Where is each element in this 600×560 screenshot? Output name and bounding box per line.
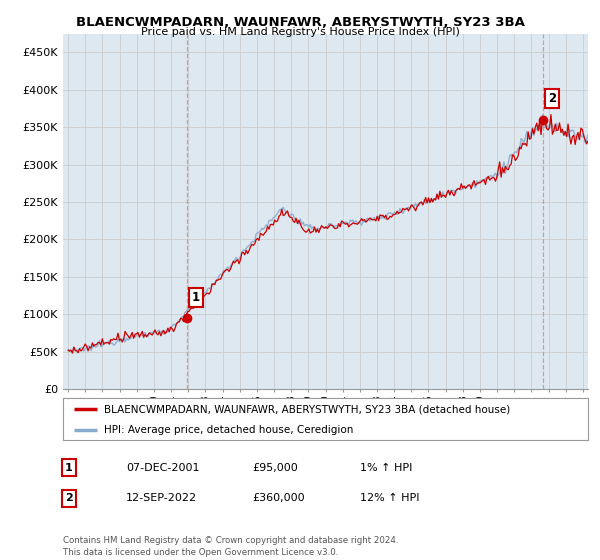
Text: Price paid vs. HM Land Registry's House Price Index (HPI): Price paid vs. HM Land Registry's House … [140,27,460,37]
Text: 1% ↑ HPI: 1% ↑ HPI [360,463,412,473]
Text: 1: 1 [65,463,73,473]
Text: £95,000: £95,000 [252,463,298,473]
Text: Contains HM Land Registry data © Crown copyright and database right 2024.
This d: Contains HM Land Registry data © Crown c… [63,536,398,557]
Text: 12% ↑ HPI: 12% ↑ HPI [360,493,419,503]
Text: 07-DEC-2001: 07-DEC-2001 [126,463,199,473]
Text: £360,000: £360,000 [252,493,305,503]
Text: 2: 2 [65,493,73,503]
Text: 12-SEP-2022: 12-SEP-2022 [126,493,197,503]
Text: HPI: Average price, detached house, Ceredigion: HPI: Average price, detached house, Cere… [104,426,353,435]
Text: 2: 2 [548,92,556,105]
Text: BLAENCWMPADARN, WAUNFAWR, ABERYSTWYTH, SY23 3BA (detached house): BLAENCWMPADARN, WAUNFAWR, ABERYSTWYTH, S… [104,404,510,414]
Text: 1: 1 [191,291,200,304]
Text: BLAENCWMPADARN, WAUNFAWR, ABERYSTWYTH, SY23 3BA: BLAENCWMPADARN, WAUNFAWR, ABERYSTWYTH, S… [76,16,524,29]
